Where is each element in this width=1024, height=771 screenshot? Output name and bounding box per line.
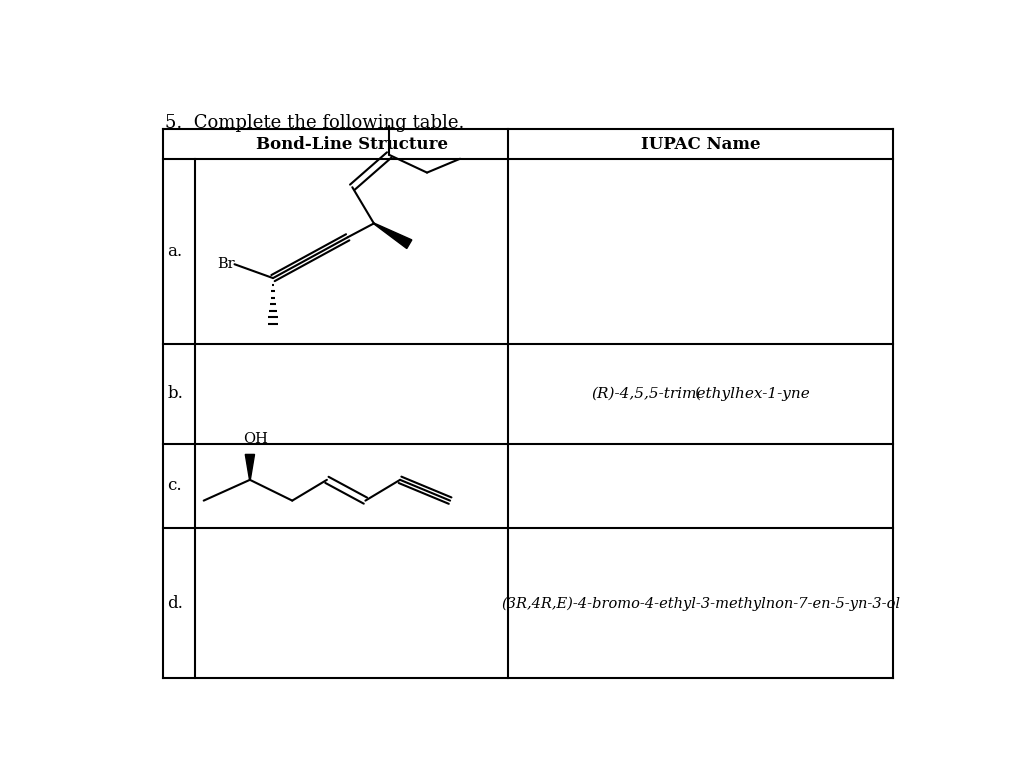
Text: Br: Br bbox=[217, 258, 236, 271]
Text: (: ( bbox=[694, 386, 700, 401]
Text: d.: d. bbox=[168, 595, 183, 612]
Text: 5.  Complete the following table.: 5. Complete the following table. bbox=[165, 114, 465, 132]
Text: b.: b. bbox=[168, 385, 183, 402]
Text: c.: c. bbox=[168, 477, 182, 494]
Polygon shape bbox=[374, 223, 412, 248]
Text: OH: OH bbox=[243, 432, 267, 446]
Text: (3R,4R,E)-4-bromo-4-ethyl-3-methylnon-7-en-5-yn-3-ol: (3R,4R,E)-4-bromo-4-ethyl-3-methylnon-7-… bbox=[501, 596, 900, 611]
Text: IUPAC Name: IUPAC Name bbox=[641, 136, 760, 153]
Text: Bond-Line Structure: Bond-Line Structure bbox=[256, 136, 447, 153]
Text: a.: a. bbox=[168, 243, 182, 260]
Polygon shape bbox=[246, 454, 255, 480]
Text: (R)-4,5,5-trimethylhex-1-yne: (R)-4,5,5-trimethylhex-1-yne bbox=[591, 386, 810, 401]
